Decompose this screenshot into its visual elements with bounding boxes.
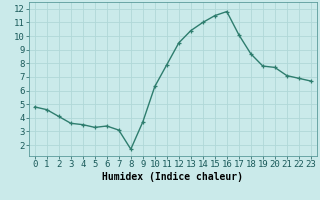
X-axis label: Humidex (Indice chaleur): Humidex (Indice chaleur) [102, 172, 243, 182]
